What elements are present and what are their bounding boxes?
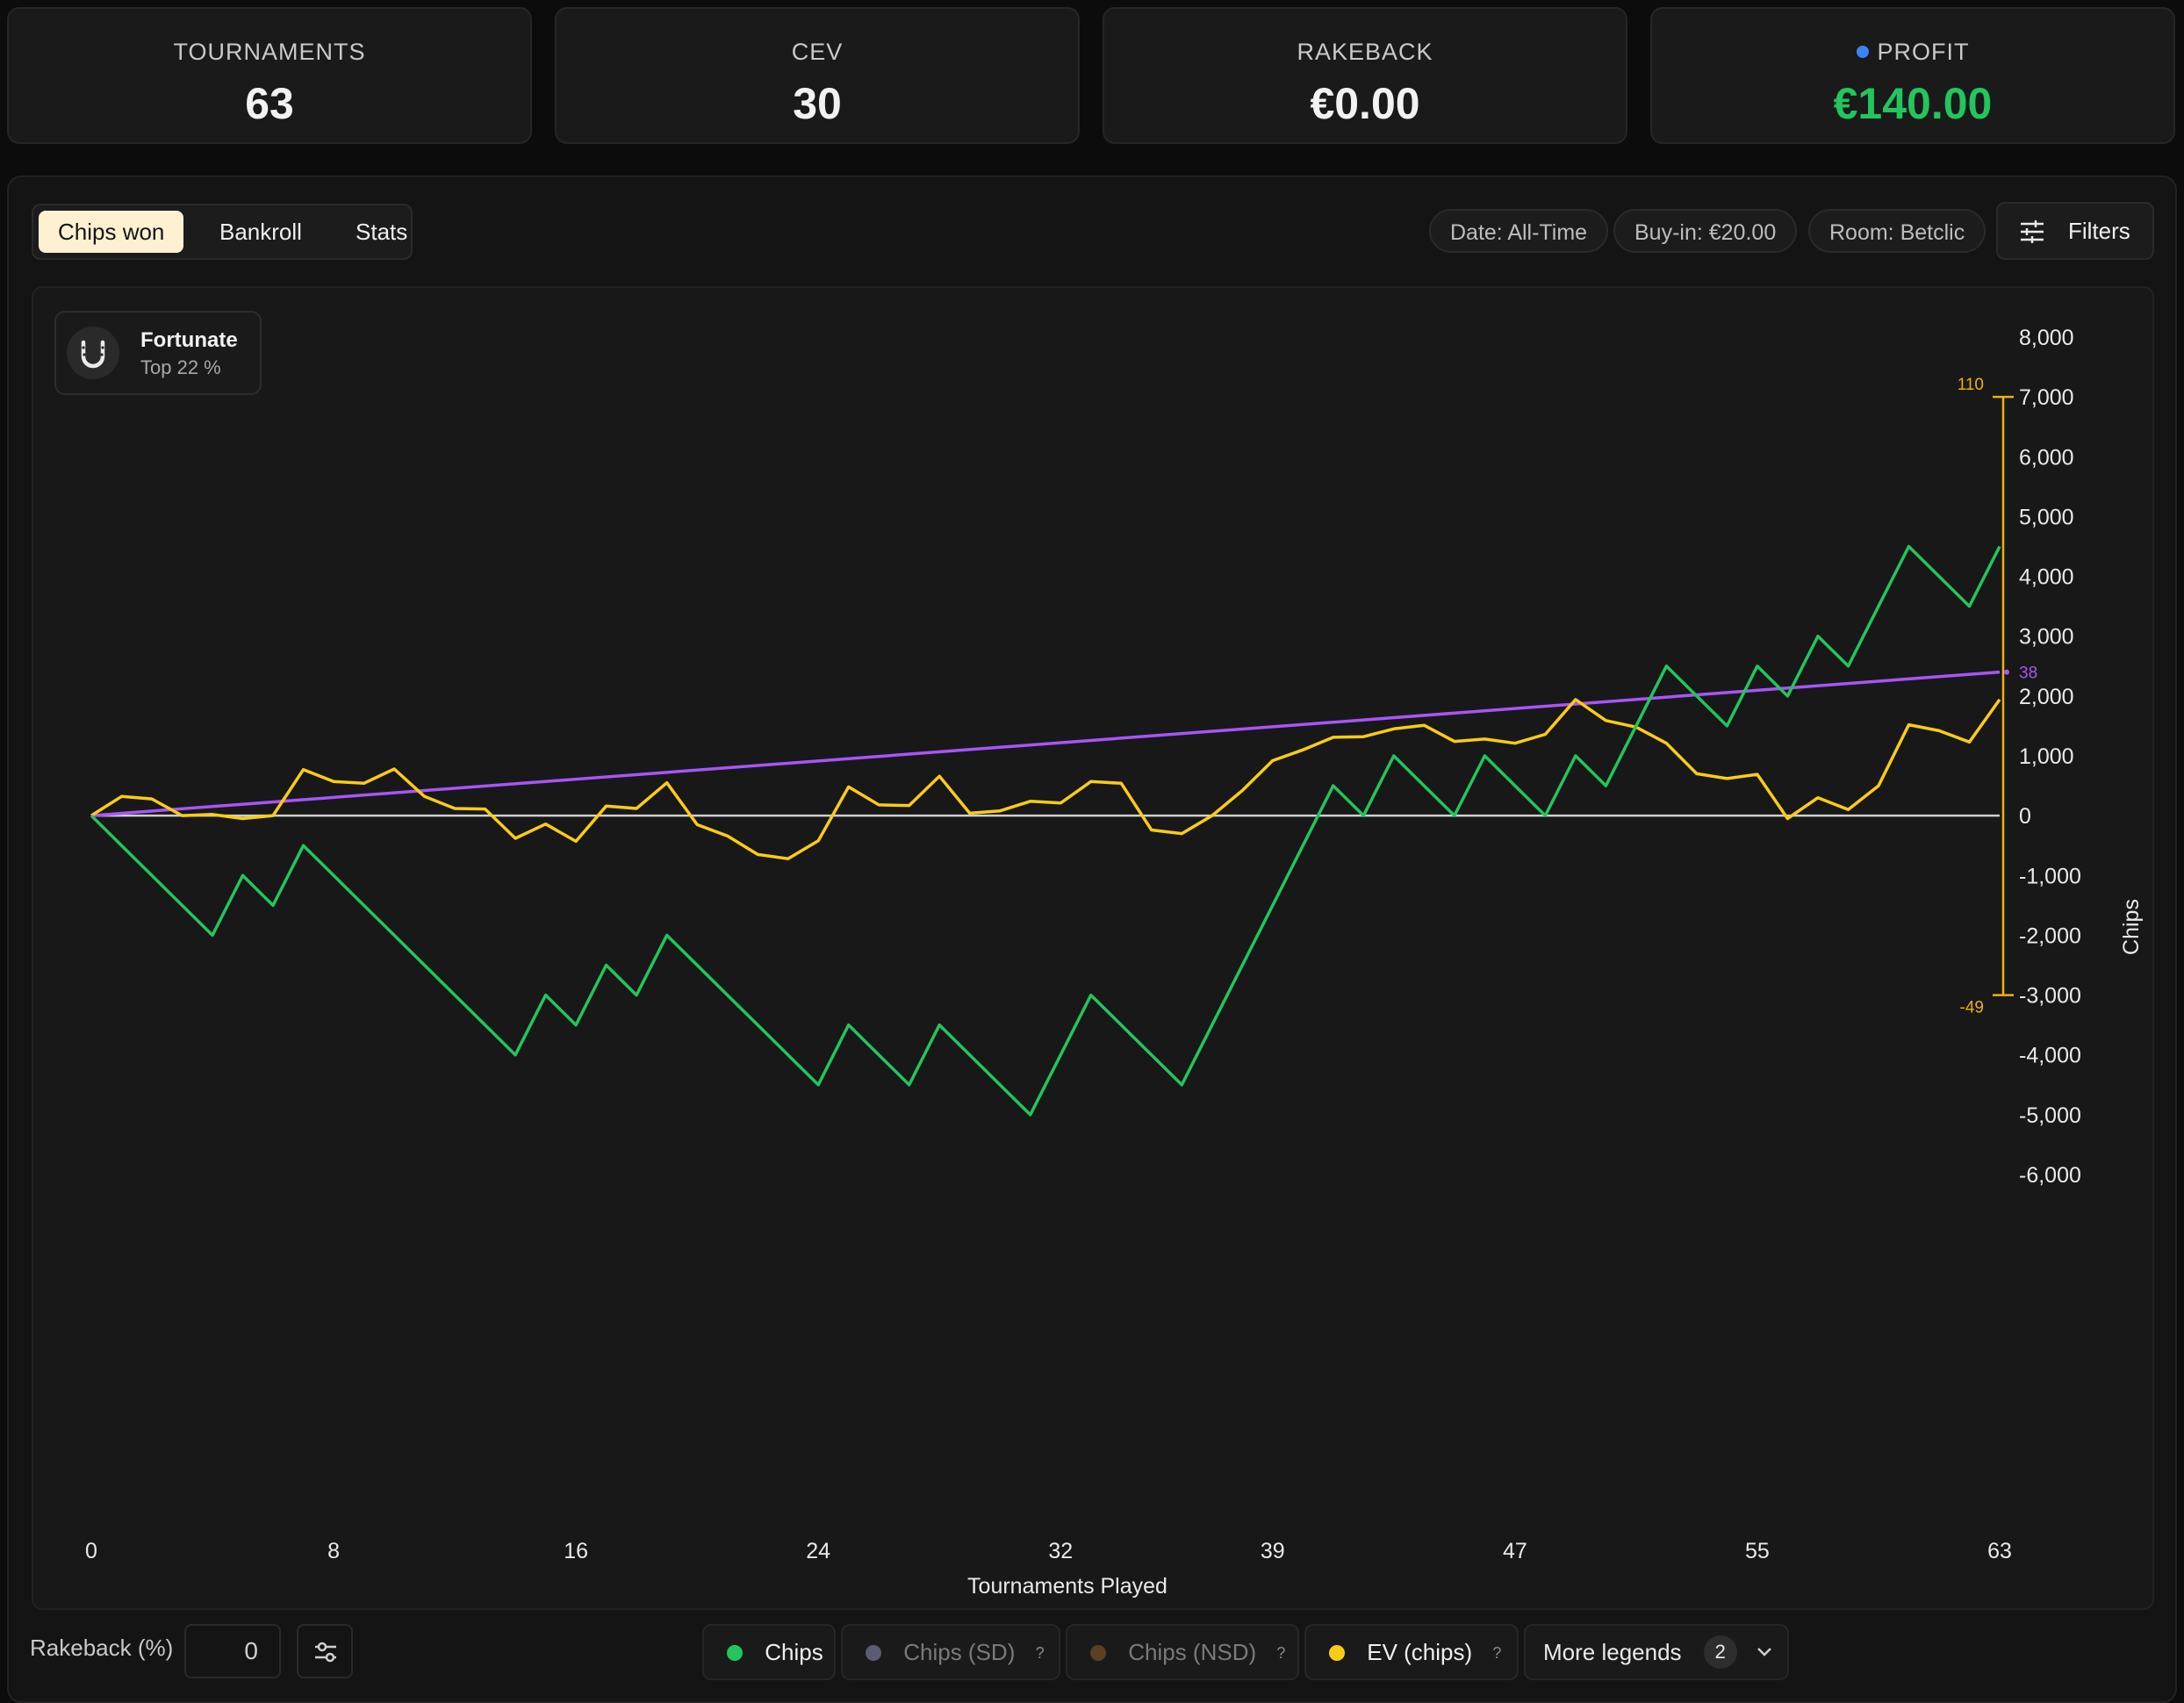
achievement-badge: Fortunate Top 22 % [54, 311, 262, 395]
ev-axis-min-label: -49 [1960, 999, 1984, 1017]
legend-label: Chips (NSD) [1128, 1639, 1257, 1665]
filter-pill-buyin[interactable]: Buy-in: €20.00 [1613, 209, 1798, 253]
series-line-ev-chips [90, 698, 2001, 860]
y-tick-label: 6,000 [2019, 445, 2074, 470]
stat-card-profit: PROFIT €140.00 [1650, 7, 2175, 144]
x-tick-label: 39 [1261, 1539, 1285, 1563]
stat-value: €140.00 [1833, 79, 1993, 128]
chips-line-chart: 110 -49 38 8,000 7,000 6,000 5,000 4,000 3,000… [85, 326, 2144, 1599]
filters-button[interactable]: Filters [1996, 202, 2154, 260]
legend-label: EV (chips) [1367, 1639, 1473, 1665]
stat-value: 30 [793, 79, 842, 128]
y-tick-label: -4,000 [2019, 1044, 2081, 1068]
stat-card-cev: CEV 30 [555, 7, 1080, 144]
x-tick-label: 0 [85, 1539, 97, 1563]
legend-dot-icon [1090, 1645, 1106, 1661]
y-tick-label: 8,000 [2019, 326, 2074, 350]
y-tick-label: 1,000 [2019, 744, 2074, 769]
legend-dot-icon [727, 1645, 743, 1661]
y-tick-label: 3,000 [2019, 625, 2074, 650]
rakeback-label: Rakeback (%) [30, 1635, 174, 1661]
badge-subtitle: Top 22 % [140, 356, 221, 378]
y-tick-label: 7,000 [2019, 385, 2074, 410]
filter-pill-room[interactable]: Room: Betclic [1808, 209, 1986, 253]
rakeback-input[interactable]: 0 [184, 1624, 281, 1678]
help-icon[interactable]: ? [1276, 1644, 1286, 1662]
tab-stats[interactable]: Stats [356, 219, 408, 245]
filter-pill-date[interactable]: Date: All-Time [1429, 209, 1609, 253]
stat-label: PROFIT [1877, 39, 1970, 65]
x-tick-label: 16 [564, 1539, 588, 1563]
x-tick-label: 55 [1745, 1539, 1770, 1563]
sliders-icon [2021, 220, 2044, 243]
stat-card-tournaments: TOURNAMENTS 63 [7, 7, 532, 144]
more-legends-label: More legends [1543, 1639, 1682, 1665]
more-legends-count: 2 [1703, 1635, 1737, 1669]
stat-card-rakeback: RAKEBACK €0.00 [1103, 7, 1627, 144]
stat-label: CEV [791, 39, 844, 65]
x-tick-label: 32 [1048, 1539, 1073, 1563]
y-tick-label: 0 [2019, 804, 2031, 829]
ev-axis-max-label: 110 [1958, 376, 1984, 394]
status-dot-icon [1856, 46, 1869, 58]
legend-chips[interactable]: Chips [702, 1624, 836, 1680]
y-tick-label: -3,000 [2019, 984, 2081, 1009]
trend-end-marker [2004, 669, 2009, 675]
stat-value: €0.00 [1310, 79, 1420, 128]
help-icon[interactable]: ? [1035, 1644, 1045, 1662]
legend-label: Chips (SD) [903, 1639, 1016, 1665]
tab-bankroll[interactable]: Bankroll [219, 219, 302, 245]
y-tick-label: -6,000 [2019, 1163, 2081, 1188]
legend-dot-icon [866, 1645, 881, 1661]
filters-label: Filters [2068, 218, 2130, 244]
legend-chips-sd[interactable]: Chips (SD) ? [841, 1624, 1060, 1680]
y-tick-label: -1,000 [2019, 864, 2081, 888]
y-tick-label: -2,000 [2019, 923, 2081, 948]
tab-chips-won[interactable]: Chips won [39, 211, 184, 253]
trend-end-label: 38 [2019, 665, 2037, 683]
legend-dot-icon [1329, 1645, 1345, 1661]
view-tabs: Chips won Bankroll Stats [32, 204, 413, 260]
legend-chips-nsd[interactable]: Chips (NSD) ? [1066, 1624, 1299, 1680]
chevron-down-icon [1757, 1648, 1771, 1656]
chart-area: Fortunate Top 22 % 110 -49 38 8,000 7,000 6… [32, 286, 2154, 1610]
horseshoe-icon [67, 327, 119, 379]
y-tick-label: 4,000 [2019, 565, 2074, 590]
stat-value: 63 [245, 79, 294, 128]
y-tick-label: 2,000 [2019, 685, 2074, 709]
legend-label: Chips [765, 1639, 823, 1665]
legend-ev-chips[interactable]: EV (chips) ? [1304, 1624, 1519, 1680]
x-tick-label: 63 [1987, 1539, 2012, 1563]
trend-line [90, 670, 2001, 817]
series-line-chips [90, 544, 2001, 1117]
x-axis-label: Tournaments Played [967, 1574, 1167, 1599]
y-tick-label: 5,000 [2019, 505, 2074, 529]
stat-label-wrap: PROFIT [1652, 39, 2173, 66]
more-legends-dropdown[interactable]: More legends 2 [1524, 1624, 1789, 1680]
badge-title: Fortunate [140, 328, 238, 352]
x-tick-label: 24 [806, 1539, 830, 1563]
rakeback-settings-button[interactable] [297, 1624, 353, 1678]
y-axis-label: Chips [2119, 899, 2144, 955]
chart-panel: Chips won Bankroll Stats Date: All-Time … [7, 176, 2177, 1703]
x-tick-label: 8 [327, 1539, 340, 1563]
stat-label: RAKEBACK [1297, 39, 1433, 65]
x-tick-label: 47 [1503, 1539, 1527, 1563]
stat-label: TOURNAMENTS [173, 39, 366, 65]
help-icon[interactable]: ? [1492, 1644, 1502, 1662]
y-tick-label: -5,000 [2019, 1103, 2081, 1128]
sliders-icon [315, 1642, 336, 1663]
